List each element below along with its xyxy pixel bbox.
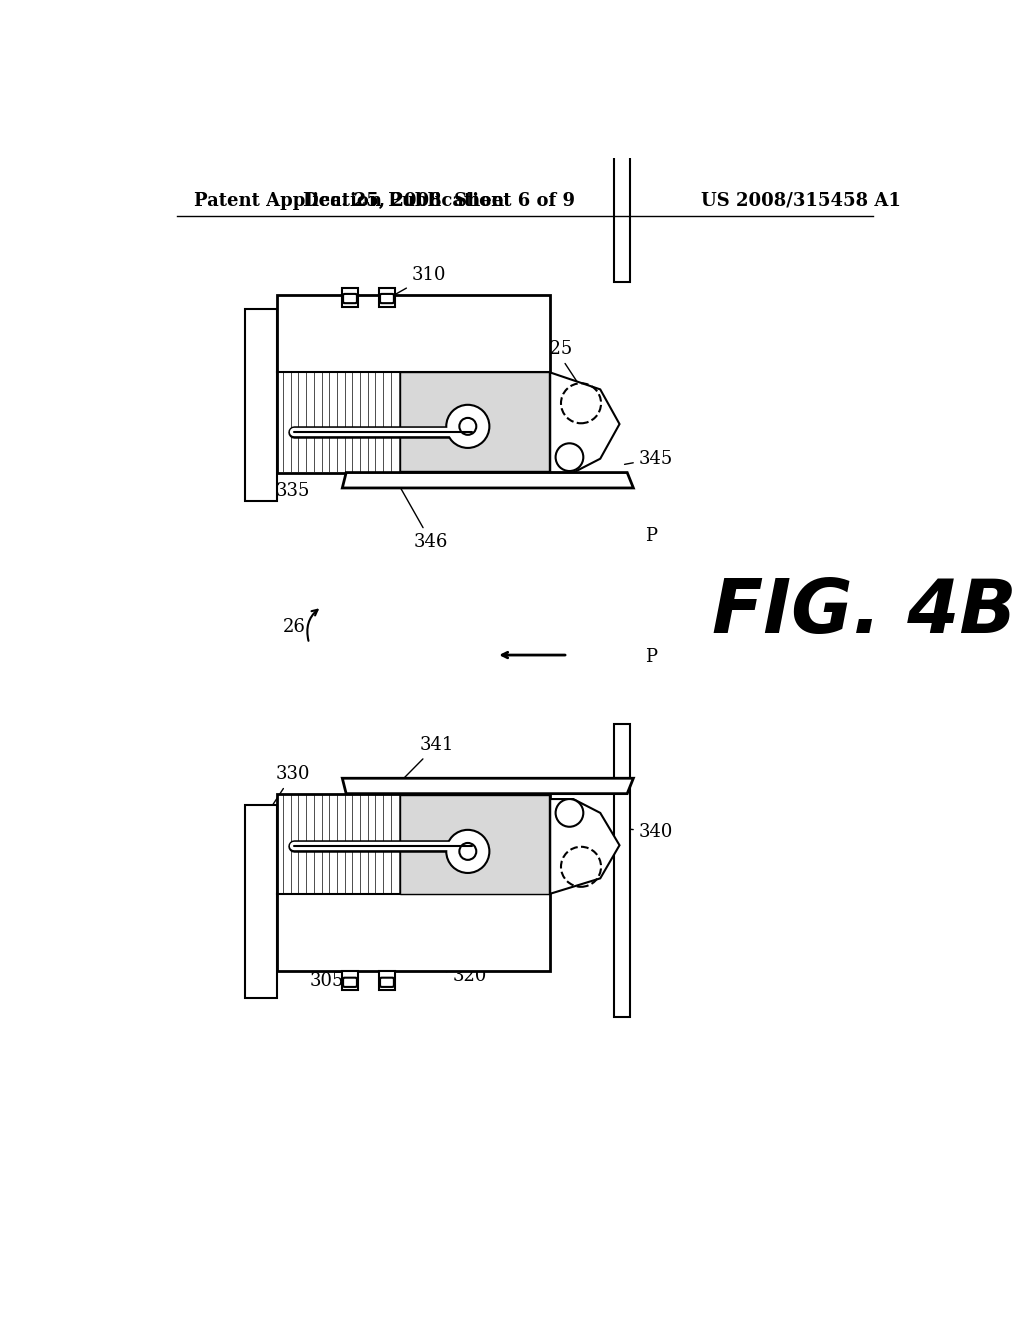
Bar <box>614 20 630 281</box>
Text: FIG. 4B: FIG. 4B <box>712 577 1017 649</box>
Text: 335: 335 <box>264 482 309 500</box>
Bar <box>379 288 394 308</box>
Text: Dec. 25, 2008  Sheet 6 of 9: Dec. 25, 2008 Sheet 6 of 9 <box>302 191 574 210</box>
Text: P: P <box>645 648 657 667</box>
Text: 310: 310 <box>379 267 446 304</box>
Polygon shape <box>550 799 620 894</box>
Polygon shape <box>342 779 634 793</box>
FancyBboxPatch shape <box>380 294 394 304</box>
Text: 340: 340 <box>625 824 673 841</box>
Bar <box>614 725 630 1016</box>
Text: 341: 341 <box>398 737 454 784</box>
Polygon shape <box>400 372 549 471</box>
Circle shape <box>446 405 489 447</box>
FancyBboxPatch shape <box>343 294 357 304</box>
Polygon shape <box>342 473 634 488</box>
Circle shape <box>556 799 584 826</box>
Circle shape <box>460 843 476 859</box>
Text: 346: 346 <box>397 483 449 550</box>
Bar <box>245 805 276 998</box>
Text: Patent Application Publication: Patent Application Publication <box>194 191 504 210</box>
Text: US 2008/315458 A1: US 2008/315458 A1 <box>700 191 900 210</box>
Bar <box>276 793 550 970</box>
FancyBboxPatch shape <box>380 978 394 987</box>
FancyBboxPatch shape <box>343 978 357 987</box>
Text: 320: 320 <box>426 968 486 985</box>
Bar <box>245 805 276 998</box>
Circle shape <box>556 444 584 471</box>
Bar <box>245 309 276 502</box>
Text: 305: 305 <box>306 966 344 990</box>
Circle shape <box>446 830 489 873</box>
Text: 330: 330 <box>263 766 310 820</box>
Bar <box>276 296 550 473</box>
Text: 345: 345 <box>625 450 673 467</box>
Bar <box>342 288 357 308</box>
Polygon shape <box>400 795 549 894</box>
Bar <box>245 309 276 502</box>
Text: P: P <box>645 527 657 545</box>
Text: 325: 325 <box>539 341 586 395</box>
Text: 26: 26 <box>283 618 305 635</box>
Bar <box>379 970 394 990</box>
Polygon shape <box>550 372 620 473</box>
Circle shape <box>460 418 476 434</box>
Bar <box>342 970 357 990</box>
